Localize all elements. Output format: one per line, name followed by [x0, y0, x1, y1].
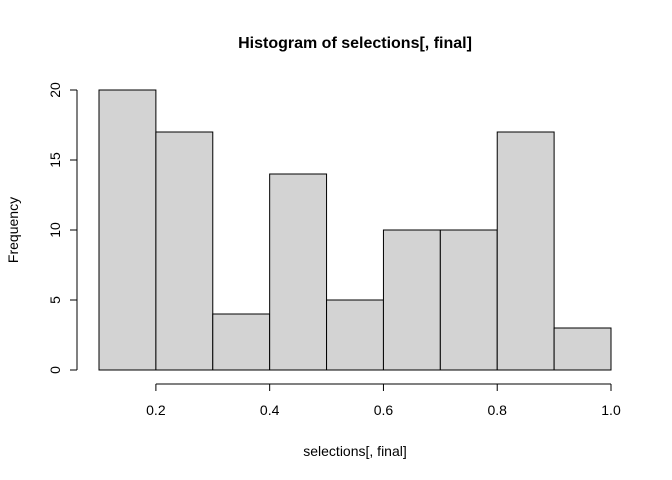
- x-tick-label: 0.2: [146, 402, 166, 418]
- x-tick-label: 0.6: [374, 402, 394, 418]
- histogram-bar-5: [326, 299, 384, 371]
- histogram-bar-2: [155, 131, 214, 371]
- y-axis-label: Frequency: [5, 197, 21, 263]
- y-axis: 0 5 10 15 20: [47, 82, 78, 374]
- y-tick-label: 15: [47, 152, 63, 168]
- y-tick-label: 0: [47, 366, 63, 374]
- histogram-bar-6: [382, 229, 441, 371]
- y-tick-label: 20: [47, 82, 63, 98]
- y-tick-label: 10: [47, 222, 63, 238]
- histogram-bar-4: [269, 173, 328, 371]
- y-tick-label: 5: [47, 296, 63, 304]
- x-tick-label: 0.4: [260, 402, 280, 418]
- histogram-bar-7: [439, 229, 498, 371]
- histogram-bar-1: [98, 89, 157, 371]
- histogram-bar-3: [212, 313, 271, 371]
- x-axis-label: selections[, final]: [303, 443, 407, 459]
- x-tick-label: 0.8: [487, 402, 507, 418]
- histogram-bar-9: [553, 327, 612, 371]
- histogram-bar-8: [496, 131, 555, 371]
- x-axis: 0.2 0.4 0.6 0.8 1.0: [146, 383, 621, 418]
- chart-title: Histogram of selections[, final]: [238, 35, 472, 52]
- x-tick-label: 1.0: [601, 402, 621, 418]
- bars-group: [98, 89, 612, 371]
